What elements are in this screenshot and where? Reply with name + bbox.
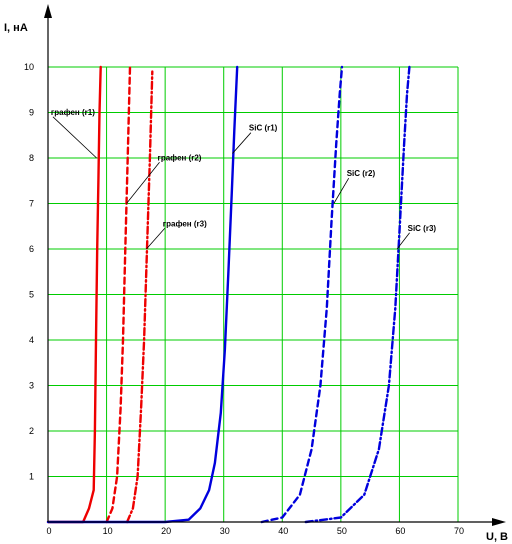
x-tick-label: 10 bbox=[103, 526, 113, 536]
annotation-leader-line bbox=[52, 116, 97, 159]
annotation-label: графен (r3) bbox=[163, 219, 207, 228]
y-axis-arrow bbox=[44, 4, 52, 18]
data-series bbox=[46, 65, 411, 524]
tick-labels: 0 10 20 30 40 50 60 70 1 2 3 4 5 6 7 8 9 10 bbox=[24, 62, 464, 536]
annotation-leader-line bbox=[126, 162, 160, 204]
y-tick-label: 9 bbox=[29, 108, 34, 118]
series-line-2 bbox=[105, 65, 132, 524]
series-line-3 bbox=[125, 70, 154, 524]
x-axis-arrow bbox=[492, 518, 506, 526]
x-tick-label: 20 bbox=[161, 526, 171, 536]
annotation-label: графен (r2) bbox=[158, 153, 202, 162]
annotation-label: SiC (r1) bbox=[249, 124, 278, 133]
y-tick-label: 10 bbox=[24, 62, 34, 72]
x-tick-label: 0 bbox=[46, 526, 51, 536]
annotation-label: SiC (r3) bbox=[408, 224, 437, 233]
grid bbox=[48, 66, 459, 522]
series-line-4 bbox=[46, 65, 239, 524]
y-tick-label: 1 bbox=[29, 472, 34, 482]
x-tick-label: 30 bbox=[220, 526, 230, 536]
annotation-label: SiC (r2) bbox=[347, 169, 376, 178]
axes: I, нА U, B bbox=[4, 4, 508, 543]
y-tick-label: 7 bbox=[29, 199, 34, 209]
annotation-leader-line bbox=[333, 177, 350, 204]
x-tick-label: 40 bbox=[278, 526, 288, 536]
y-tick-label: 8 bbox=[29, 153, 34, 163]
y-tick-label: 4 bbox=[29, 335, 34, 345]
series-line-6 bbox=[304, 65, 411, 524]
x-tick-label: 70 bbox=[454, 526, 464, 536]
x-axis-title: U, B bbox=[486, 531, 508, 543]
x-tick-label: 50 bbox=[337, 526, 347, 536]
y-tick-label: 5 bbox=[29, 290, 34, 300]
annotation-label: графен (r1) bbox=[51, 108, 95, 117]
y-axis-title: I, нА bbox=[4, 22, 28, 34]
annotation-leader-line bbox=[146, 227, 166, 250]
y-tick-label: 3 bbox=[29, 381, 34, 391]
series-line-5 bbox=[260, 65, 344, 524]
annotation-leader-line bbox=[396, 232, 410, 250]
y-tick-label: 2 bbox=[29, 426, 34, 436]
x-tick-label: 60 bbox=[395, 526, 405, 536]
y-tick-label: 6 bbox=[29, 244, 34, 254]
annotations: графен (r1) графен (r2) графен (r3) SiC (r1… bbox=[51, 108, 437, 250]
annotation-leader-line bbox=[232, 132, 252, 154]
series-line-1 bbox=[46, 65, 102, 524]
